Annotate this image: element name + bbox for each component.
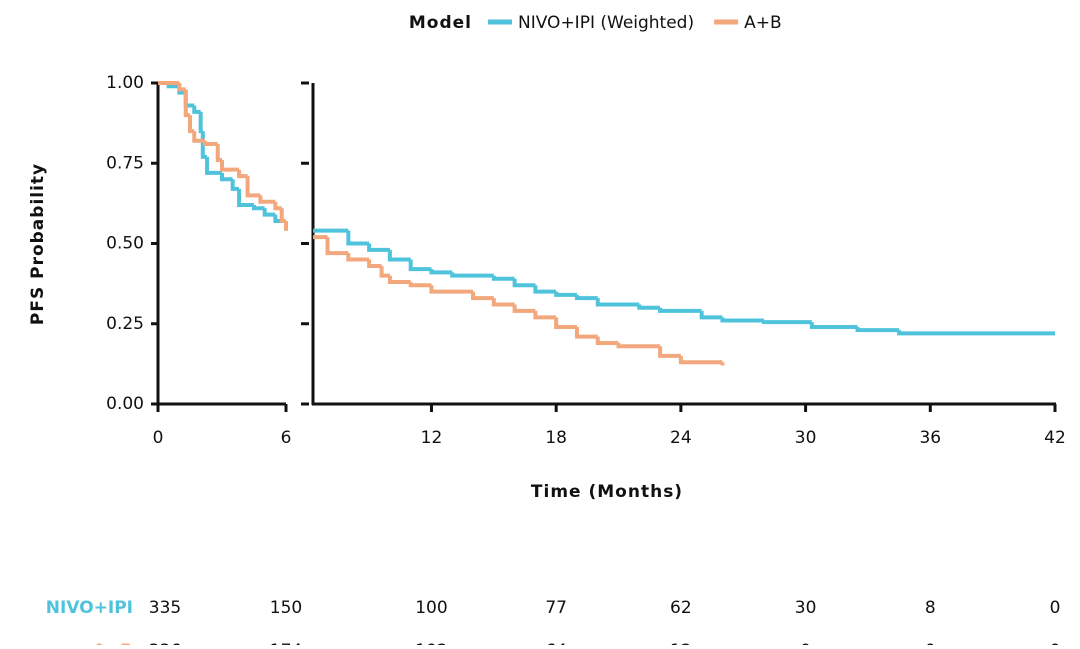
risk-count: 8 xyxy=(925,598,936,618)
survival-step xyxy=(346,230,370,246)
survival-step xyxy=(429,285,474,294)
survival-step xyxy=(450,272,494,278)
survival-step xyxy=(762,320,812,325)
survival-step xyxy=(237,169,248,179)
survival-step xyxy=(491,298,515,307)
survival-step xyxy=(192,105,201,114)
y-axis-title: PFS Probability xyxy=(28,163,48,325)
survival-step xyxy=(471,291,494,301)
risk-count: 100 xyxy=(415,598,447,618)
risk-count: 30 xyxy=(795,598,817,618)
risk-count: 150 xyxy=(270,598,302,618)
survival-step xyxy=(678,355,723,365)
survival-step xyxy=(346,253,370,262)
risk-row-label: A+B xyxy=(93,641,133,645)
survival-step xyxy=(220,172,233,182)
survival-step xyxy=(512,304,536,313)
survival-step xyxy=(192,131,205,143)
risk-row-label: NIVO+IPI xyxy=(46,598,133,618)
survival-step xyxy=(205,156,222,175)
x-tick-label: 12 xyxy=(421,428,443,448)
survival-step xyxy=(252,204,265,211)
survival-step xyxy=(574,326,598,339)
risk-count: 62 xyxy=(670,598,692,618)
x-axis-title: Time (Months) xyxy=(531,482,683,502)
risk-count: 12 xyxy=(670,641,692,645)
survival-step xyxy=(533,310,557,320)
survival-step xyxy=(258,195,276,204)
risk-count: 102 xyxy=(415,641,447,645)
risk-count: 336 xyxy=(149,641,181,645)
survival-step xyxy=(220,160,240,172)
survival-step xyxy=(699,310,723,320)
legend-label: A+B xyxy=(744,13,782,33)
survival-step xyxy=(183,89,190,118)
y-tick-label: 0.75 xyxy=(106,153,144,173)
survival-step xyxy=(177,83,186,92)
risk-count: 174 xyxy=(270,641,302,645)
survival-step xyxy=(379,265,390,278)
x-tick-label: 36 xyxy=(919,428,941,448)
survival-step xyxy=(554,291,577,297)
survival-step xyxy=(574,294,598,301)
risk-count: 0 xyxy=(800,641,811,645)
risk-count: 77 xyxy=(545,598,567,618)
survival-step xyxy=(273,201,282,211)
risk-count: 64 xyxy=(545,641,567,645)
survival-step xyxy=(408,259,432,272)
y-tick-label: 0.25 xyxy=(106,314,144,334)
y-tick-label: 0.50 xyxy=(106,234,144,254)
survival-step xyxy=(554,317,577,329)
x-tick-label: 42 xyxy=(1044,428,1066,448)
survival-step xyxy=(595,336,619,346)
survival-step xyxy=(198,111,203,134)
risk-count: 0 xyxy=(1050,641,1061,645)
y-tick-label: 0.00 xyxy=(106,394,144,414)
survival-step xyxy=(658,307,702,313)
legend-label: NIVO+IPI (Weighted) xyxy=(518,13,694,33)
survival-step xyxy=(367,259,382,268)
x-tick-label: 0 xyxy=(153,428,164,448)
survival-step xyxy=(188,115,195,134)
x-tick-label: 18 xyxy=(545,428,567,448)
y-tick-label: 1.00 xyxy=(106,73,144,93)
survival-step xyxy=(512,278,536,288)
survival-step xyxy=(237,188,254,207)
risk-count: 0 xyxy=(1050,598,1061,618)
survival-step xyxy=(897,330,1055,336)
survival-step xyxy=(595,298,640,307)
survival-step xyxy=(262,208,276,217)
survival-step xyxy=(387,249,411,262)
x-tick-label: 30 xyxy=(795,428,817,448)
survival-step xyxy=(387,275,411,285)
survival-step xyxy=(279,208,286,224)
survival-step xyxy=(408,282,432,288)
survival-step xyxy=(367,243,390,252)
survival-step xyxy=(720,317,765,323)
survival-step xyxy=(245,176,261,198)
x-tick-label: 24 xyxy=(670,428,692,448)
survival-step xyxy=(637,304,661,310)
survival-step xyxy=(215,143,222,163)
risk-count: 0 xyxy=(925,641,936,645)
legend-title: Model xyxy=(409,13,472,33)
survival-step xyxy=(658,346,681,358)
survival-step xyxy=(491,275,515,281)
x-tick-label: 6 xyxy=(281,428,292,448)
risk-count: 335 xyxy=(149,598,181,618)
survival-step xyxy=(429,269,453,275)
survival-step xyxy=(230,179,240,191)
survival-step xyxy=(855,326,900,333)
survival-step xyxy=(202,140,218,146)
survival-step xyxy=(325,237,349,256)
survival-step xyxy=(533,285,557,294)
survival-step xyxy=(809,322,858,329)
survival-step xyxy=(616,343,661,349)
